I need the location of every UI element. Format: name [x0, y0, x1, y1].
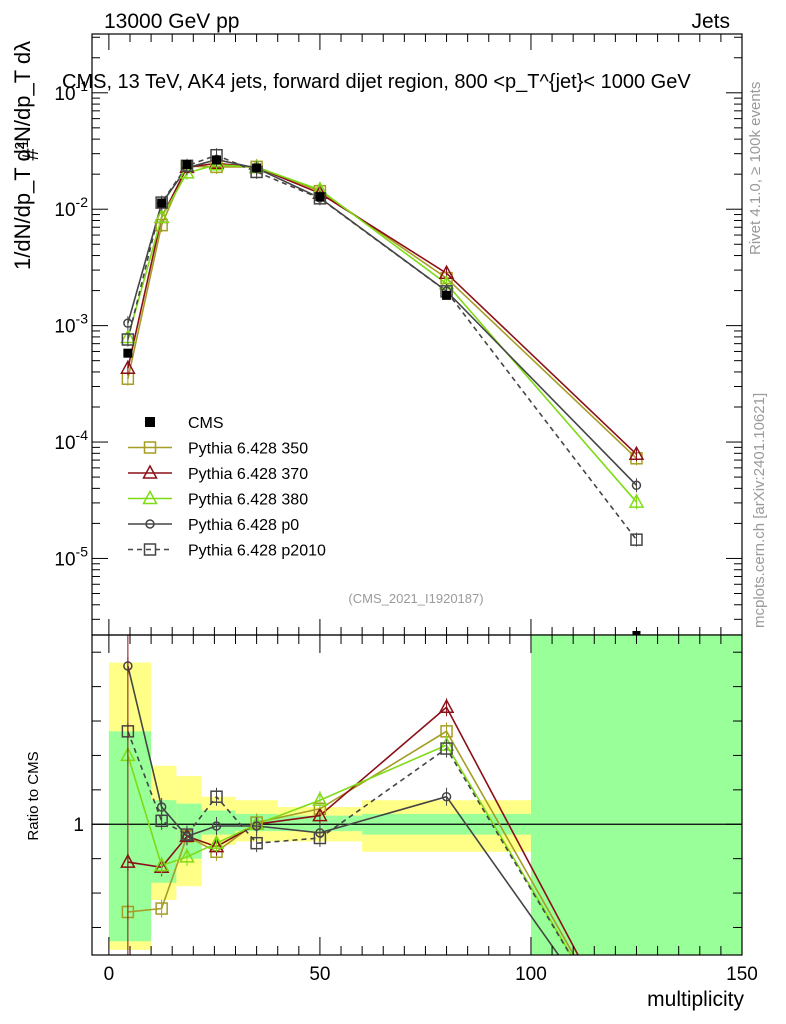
rivet-version-label: Rivet 4.1.0, ≥ 100k events — [747, 82, 764, 255]
legend-label-2: Pythia 6.428 380 — [188, 492, 308, 509]
main-point-4-1 — [155, 196, 168, 209]
ratio-line-3 — [127, 665, 560, 955]
ratio-uncertainty-bands — [92, 635, 742, 955]
legend-marker-3 — [145, 519, 155, 529]
mcplots-label: mcplots.cern.ch [arXiv:2401.10621] — [751, 393, 768, 628]
cms-point-4 — [252, 163, 262, 173]
ratio-point-4-4 — [250, 836, 263, 850]
x-tick-label: 150 — [726, 964, 758, 985]
main-title: CMS, 13 TeV, AK4 jets, forward dijet reg… — [62, 71, 691, 93]
ratio-point-4-3 — [210, 790, 223, 803]
main-point-1-0 — [120, 359, 136, 375]
ratio-series-markers — [120, 635, 455, 955]
ratio-line-0 — [127, 730, 575, 955]
main-point-4-7 — [630, 533, 643, 546]
ratio-point-2-1 — [153, 856, 170, 872]
ratio-y-axis-label: Ratio to CMS — [25, 751, 42, 840]
ratio-point-4-1 — [155, 814, 168, 828]
legend-marker-1 — [142, 464, 158, 479]
ratio-line-1 — [127, 706, 579, 955]
ratio-point-3-4 — [251, 821, 262, 831]
main-line-2 — [127, 163, 638, 503]
ratio-line-4 — [127, 731, 572, 955]
legend-marker-4 — [143, 543, 157, 556]
main-point-2-7 — [628, 493, 645, 508]
main-axes: 10-5 10-4 10-3 10-2 10-1 — [54, 33, 743, 636]
ratio-point-3-1 — [156, 802, 167, 812]
legend-label-cms: CMS — [188, 415, 224, 432]
ratio-point-1-6 — [438, 698, 455, 714]
ratio-point-3-6 — [441, 791, 452, 802]
main-line-0 — [127, 165, 638, 459]
main-point-3-0 — [123, 318, 133, 328]
main-ytick-label: 10-2 — [54, 194, 88, 221]
cms-point-2 — [182, 160, 192, 170]
legend-label-3: Pythia 6.428 p0 — [188, 517, 299, 534]
ratio-series-lines — [127, 665, 579, 955]
ratio-point-2-3 — [208, 834, 225, 849]
main-ytick-label: 10-5 — [54, 543, 88, 570]
ratio-point-2-5 — [312, 791, 328, 806]
ratio-line-2 — [127, 744, 573, 955]
cms-point-5 — [315, 192, 325, 202]
analysis-tag: (CMS_2021_I1920187) — [348, 591, 483, 606]
cms-point-6 — [442, 290, 452, 300]
legend-label-4: Pythia 6.428 p2010 — [188, 543, 326, 560]
ratio-point-3-3 — [211, 821, 222, 831]
legend-marker-cms — [145, 417, 155, 427]
ratio-frame — [91, 634, 743, 956]
ratio-point-1-5 — [312, 807, 328, 822]
ratio-point-2-2 — [179, 848, 195, 863]
legend-marker-0 — [143, 441, 157, 454]
legend-marker-2 — [142, 489, 158, 505]
cms-point-3 — [212, 155, 222, 165]
ratio-axes: 1 0 50 100 150 — [73, 634, 758, 985]
main-point-4-0 — [121, 333, 135, 346]
x-tick-label: 100 — [515, 964, 547, 985]
main-ytick-label: 10-1 — [54, 78, 88, 105]
x-axis-label: multiplicity — [647, 988, 744, 1011]
cms-point-0 — [123, 348, 133, 358]
ratio-point-4-5 — [313, 831, 327, 845]
ratio-point-0-1 — [155, 902, 168, 915]
ratio-point-4-6 — [440, 742, 453, 755]
main-point-2-1 — [153, 208, 170, 224]
category-label: Jets — [691, 10, 730, 33]
energy-label: 13000 GeV pp — [104, 10, 239, 33]
ratio-point-4-2 — [180, 828, 194, 841]
main-ytick-label: 10-3 — [54, 311, 88, 338]
legend-label-0: Pythia 6.428 350 — [188, 441, 308, 458]
main-y-axis-label-text: 1/dN/dp_T d²N/dp_T dλ — [10, 41, 35, 270]
main-point-1-7 — [628, 445, 645, 461]
main-ytick-label: 10-4 — [54, 427, 88, 454]
legend: CMS Pythia 6.428 350 Pythia 6.428 370 Pythi… — [128, 415, 326, 560]
ratio-band-green-7 — [530, 635, 742, 955]
cms-point-1 — [157, 198, 167, 208]
main-point-3-7 — [631, 480, 642, 491]
x-tick-label: 0 — [104, 964, 115, 985]
legend-label-1: Pythia 6.428 370 — [188, 466, 308, 483]
ratio-ytick-label: 1 — [73, 815, 84, 836]
x-tick-label: 50 — [309, 964, 330, 985]
main-series-markers — [120, 148, 645, 635]
